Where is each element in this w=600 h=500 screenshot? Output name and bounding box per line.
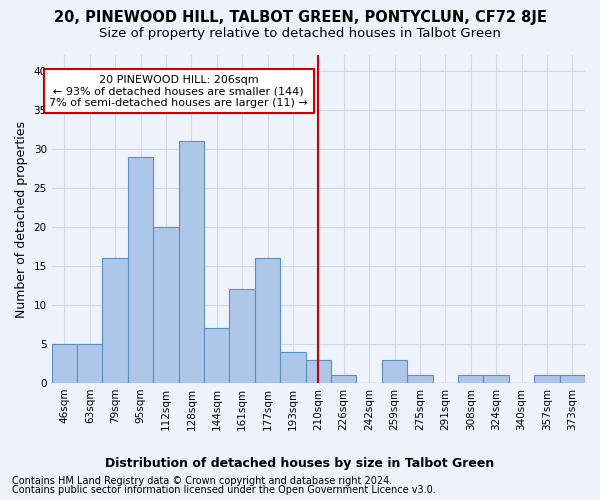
Text: 20, PINEWOOD HILL, TALBOT GREEN, PONTYCLUN, CF72 8JE: 20, PINEWOOD HILL, TALBOT GREEN, PONTYCL…: [53, 10, 547, 25]
Bar: [484, 375, 509, 383]
Bar: [128, 156, 153, 383]
Bar: [204, 328, 229, 383]
Text: Contains public sector information licensed under the Open Government Licence v3: Contains public sector information licen…: [12, 485, 436, 495]
Bar: [407, 375, 433, 383]
Bar: [560, 375, 585, 383]
Bar: [52, 344, 77, 383]
Text: 20 PINEWOOD HILL: 206sqm
← 93% of detached houses are smaller (144)
7% of semi-d: 20 PINEWOOD HILL: 206sqm ← 93% of detach…: [49, 74, 308, 108]
Bar: [77, 344, 103, 383]
Bar: [255, 258, 280, 383]
Bar: [305, 360, 331, 383]
Text: Contains HM Land Registry data © Crown copyright and database right 2024.: Contains HM Land Registry data © Crown c…: [12, 476, 392, 486]
Bar: [179, 141, 204, 383]
Bar: [534, 375, 560, 383]
Bar: [229, 290, 255, 383]
Bar: [153, 227, 179, 383]
Y-axis label: Number of detached properties: Number of detached properties: [15, 120, 28, 318]
Bar: [331, 375, 356, 383]
Bar: [280, 352, 305, 383]
Text: Distribution of detached houses by size in Talbot Green: Distribution of detached houses by size …: [106, 458, 494, 470]
Bar: [458, 375, 484, 383]
Text: Size of property relative to detached houses in Talbot Green: Size of property relative to detached ho…: [99, 28, 501, 40]
Bar: [103, 258, 128, 383]
Bar: [382, 360, 407, 383]
